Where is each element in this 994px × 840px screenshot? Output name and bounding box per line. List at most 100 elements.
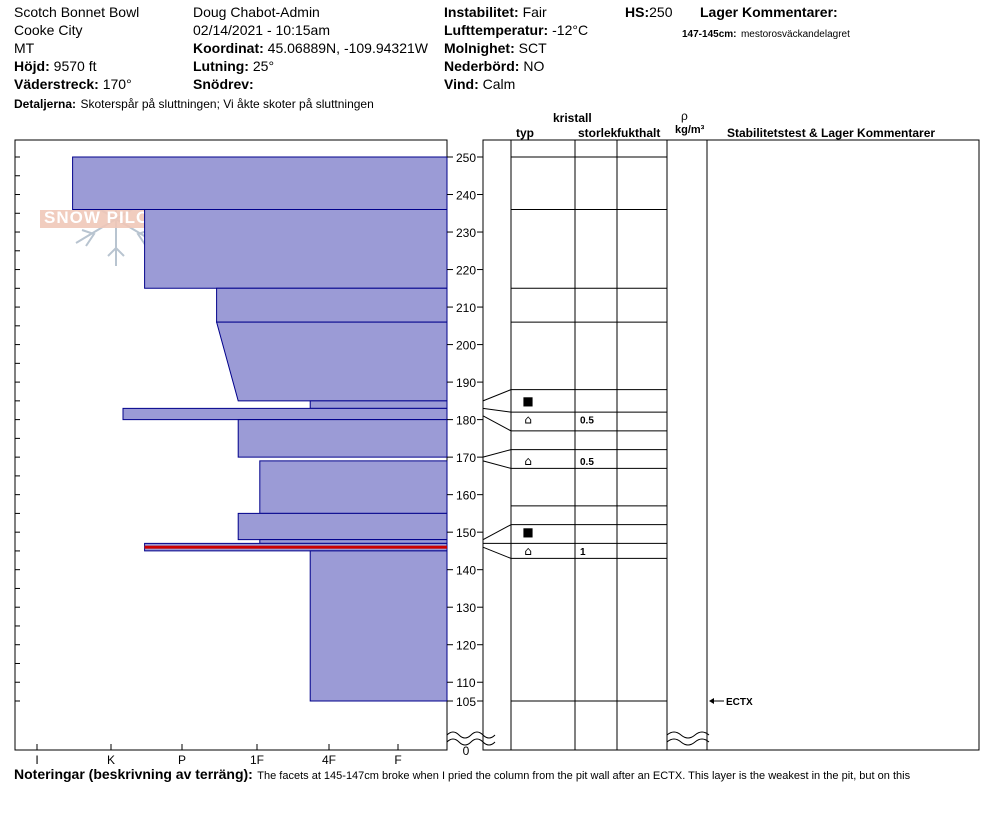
cloud-value: SCT <box>518 40 547 56</box>
crystal-size-value: 1 <box>580 547 586 558</box>
instability-label: Instabilitet: <box>444 4 519 20</box>
col-kristall-header: kristall <box>553 111 592 125</box>
hardness-tick-label: 1F <box>250 753 264 767</box>
col-density-unit: kg/m³ <box>675 124 705 136</box>
col-fukthalt-header: fukthalt <box>617 126 661 140</box>
boundary-connector <box>482 407 512 413</box>
instability-value: Fair <box>522 4 547 20</box>
crystal-type-symbol: ⌂ <box>524 413 532 427</box>
depth-tick-label: 250 <box>456 151 476 165</box>
crystal-type-symbol: ⌂ <box>524 544 532 558</box>
depth-tick-label: 240 <box>456 189 476 203</box>
aspect-value: 170° <box>102 76 132 92</box>
hs-row: HS:250 <box>625 4 672 20</box>
layer-comment-text: mestorosväckandelagret <box>740 29 850 40</box>
elevation-label: Höjd: <box>14 58 50 74</box>
col-rho-header: ρ <box>681 109 688 123</box>
crystal-size-value: 0.5 <box>580 416 594 427</box>
boundary-connector <box>482 389 512 402</box>
hardness-layer-9 <box>259 539 448 544</box>
slope-row: Lutning: 25° <box>193 58 274 74</box>
axis-break-mark <box>666 731 710 739</box>
elevation-value: 9570 ft <box>53 58 97 74</box>
airtemp-value: -12°C <box>552 22 589 38</box>
elevation-row: Höjd: 9570 ft <box>14 58 96 74</box>
details-value: Skoterspår på sluttningen; Vi åkte skote… <box>80 97 374 111</box>
wind-row: Vind: Calm <box>444 76 515 92</box>
precip-label: Nederbörd: <box>444 58 520 74</box>
coordinate-label: Koordinat: <box>193 40 264 56</box>
boundary-connector <box>482 415 512 432</box>
aspect-row: Väderstreck: 170° <box>14 76 132 92</box>
location-name: Scotch Bonnet Bowl <box>14 4 140 20</box>
state-name: MT <box>14 40 35 56</box>
boundary-connector <box>482 546 512 559</box>
depth-tick-label: 210 <box>456 301 476 315</box>
hardness-tick-label: I <box>35 753 38 767</box>
coordinate-row: Koordinat: 45.06889N, -109.94321W <box>193 40 428 56</box>
stability-test-arrowhead <box>709 697 714 704</box>
hardness-tick-label: P <box>178 753 186 767</box>
airtemp-label: Lufttemperatur: <box>444 22 549 38</box>
col-typ-header: typ <box>516 126 534 140</box>
depth-tick-label: 170 <box>456 451 476 465</box>
wind-value: Calm <box>482 76 516 92</box>
depth-tick-label: 105 <box>456 695 476 709</box>
depth-tick-label: 190 <box>456 376 476 390</box>
weak-layer-marker <box>144 545 447 549</box>
crystal-table-frame <box>482 139 980 751</box>
boundary-connector <box>482 449 512 458</box>
depth-tick-label: 150 <box>456 526 476 540</box>
drift-label: Snödrev: <box>193 76 254 92</box>
details-label: Detaljerna: <box>14 97 77 111</box>
depth-tick-label: 140 <box>456 564 476 578</box>
depth-tick-label: 0 <box>463 744 470 758</box>
col-stability-header: Stabilitetstest & Lager Kommentarer <box>727 126 936 140</box>
depth-tick-label: 200 <box>456 339 476 353</box>
layer-comments-title: Lager Kommentarer: <box>700 4 838 20</box>
layer-comment-row: 147-145cm: mestorosväckandelagret <box>682 24 850 42</box>
observation-datetime: 02/14/2021 - 10:15am <box>193 22 330 38</box>
details-row: Detaljerna: Skoterspår på sluttningen; V… <box>14 95 374 113</box>
hardness-layer-7 <box>259 460 448 514</box>
slope-label: Lutning: <box>193 58 249 74</box>
crystal-type-symbol: ■ <box>522 394 533 408</box>
precip-value: NO <box>523 58 545 74</box>
hardness-layer-4 <box>309 400 448 409</box>
observer-name: Doug Chabot-Admin <box>193 4 320 20</box>
depth-tick-label: 130 <box>456 601 476 615</box>
stability-test-label: ECTX <box>726 697 753 708</box>
hardness-layer-6 <box>237 419 448 458</box>
notes-row: Noteringar (beskrivning av terräng): The… <box>14 766 910 784</box>
notes-label: Noteringar (beskrivning av terräng): <box>14 766 253 782</box>
hardness-tick-label: 4F <box>322 753 336 767</box>
layer-comment-range: 147-145cm: <box>682 29 737 40</box>
hardness-layer-8 <box>237 512 448 541</box>
precip-row: Nederbörd: NO <box>444 58 544 74</box>
axis-break-mark <box>446 731 496 739</box>
axis-break-mark <box>446 738 496 746</box>
depth-tick-label: 110 <box>456 676 475 690</box>
notes-text: The facets at 145-147cm broke when I pri… <box>257 770 911 782</box>
axis-break-mark <box>666 738 710 746</box>
instability-row: Instabilitet: Fair <box>444 4 547 20</box>
crystal-type-symbol: ⌂ <box>524 454 532 468</box>
wind-label: Vind: <box>444 76 479 92</box>
hardness-tick-label: K <box>107 753 115 767</box>
hardness-layer-11 <box>309 550 448 702</box>
depth-tick-label: 120 <box>456 639 476 653</box>
depth-tick-label: 180 <box>456 414 476 428</box>
coordinate-value: 45.06889N, -109.94321W <box>267 40 428 56</box>
depth-tick-label: 230 <box>456 226 476 240</box>
hs-value: 250 <box>649 4 673 20</box>
area-name: Cooke City <box>14 22 83 38</box>
boundary-connector <box>482 524 512 541</box>
hardness-layer-2 <box>216 287 448 323</box>
hardness-tick-label: F <box>394 753 401 767</box>
depth-tick-label: 220 <box>456 264 476 278</box>
hardness-layer-5 <box>122 407 448 421</box>
cloud-row: Molnighet: SCT <box>444 40 547 56</box>
aspect-label: Väderstreck: <box>14 76 99 92</box>
logo-text: SNOW PILOT <box>44 208 162 227</box>
